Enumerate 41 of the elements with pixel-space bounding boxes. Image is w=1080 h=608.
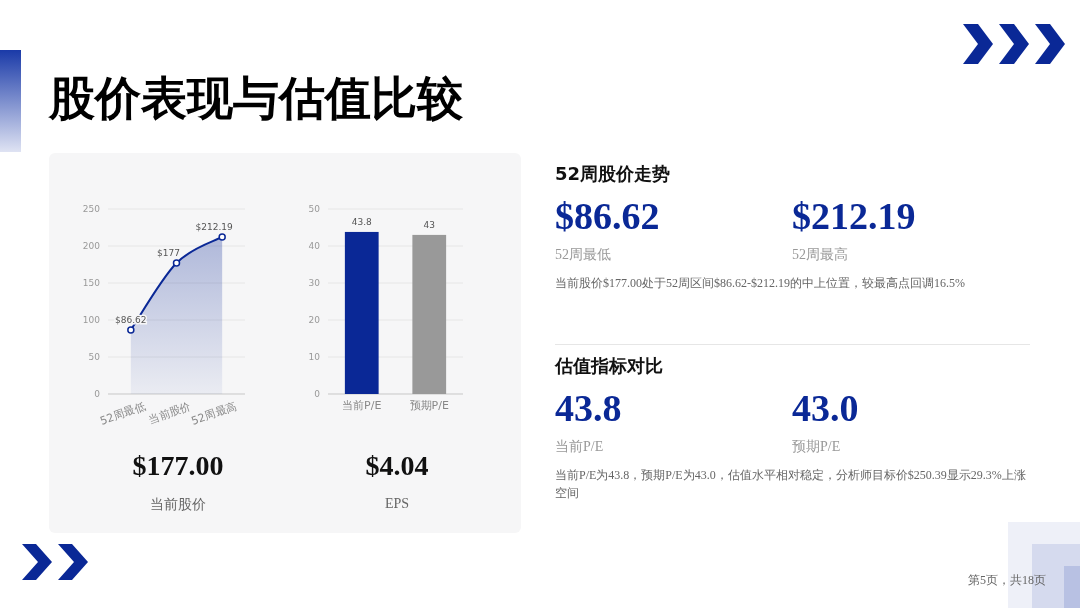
y-tick-label: 200 [82, 241, 101, 251]
text: $177.00 [131, 450, 225, 482]
text: 52周股价走势 [555, 162, 671, 186]
x-tick-label: 52周最低 [98, 399, 147, 428]
text: 预期P/E [792, 438, 841, 456]
y-tick-label: 30 [308, 278, 321, 288]
y-tick-label: 150 [82, 278, 101, 288]
text: 52周最高 [792, 246, 848, 264]
text: $4.04 [364, 450, 430, 482]
data-label: $177 [157, 248, 180, 259]
y-tick-label: 50 [88, 352, 101, 362]
x-tick-label: 预期P/E [409, 399, 449, 412]
point [172, 259, 181, 267]
text: 43.8 [555, 386, 622, 430]
y-tick-label: 250 [82, 204, 101, 214]
chart-title: 股价表现与估值比较 [49, 70, 463, 127]
y-tick-label: 50 [308, 204, 321, 214]
x-tick-label: 当前P/E [342, 399, 382, 412]
y-tick-label: 0 [314, 389, 321, 399]
text: 当前股价 [149, 496, 207, 514]
data-label: $212.19 [195, 221, 234, 232]
text: 当前P/E [555, 438, 604, 456]
point [127, 326, 135, 334]
y-tick-label: 100 [82, 315, 101, 325]
text: EPS [383, 496, 411, 512]
y-tick-label: 20 [308, 315, 321, 325]
text: 估值指标对比 [555, 354, 663, 378]
y-tick-label: 10 [308, 352, 321, 362]
text: $86.62 [555, 194, 660, 238]
text: 当前股价$177.00处于52周区间$86.62-$212.19的中上位置，较最高点回调16.5% [555, 275, 966, 292]
text: 第5页，共18页 [968, 572, 1046, 589]
text: 43.0 [792, 386, 859, 430]
y-tick-label: 0 [94, 389, 101, 399]
point [218, 233, 226, 241]
text: 当前P/E为43.8，预期P/E为43.0，估值水平相对稳定，分析师目标价$250.39显示29.3%上涨空间 [555, 467, 1027, 502]
text: $212.19 [792, 194, 916, 238]
data-label: 43.8 [351, 216, 373, 227]
data-label: 43 [423, 219, 435, 230]
text: 52周最低 [555, 246, 611, 264]
y-tick-label: 40 [308, 241, 321, 251]
x-tick-label: 52周最高 [189, 399, 239, 428]
